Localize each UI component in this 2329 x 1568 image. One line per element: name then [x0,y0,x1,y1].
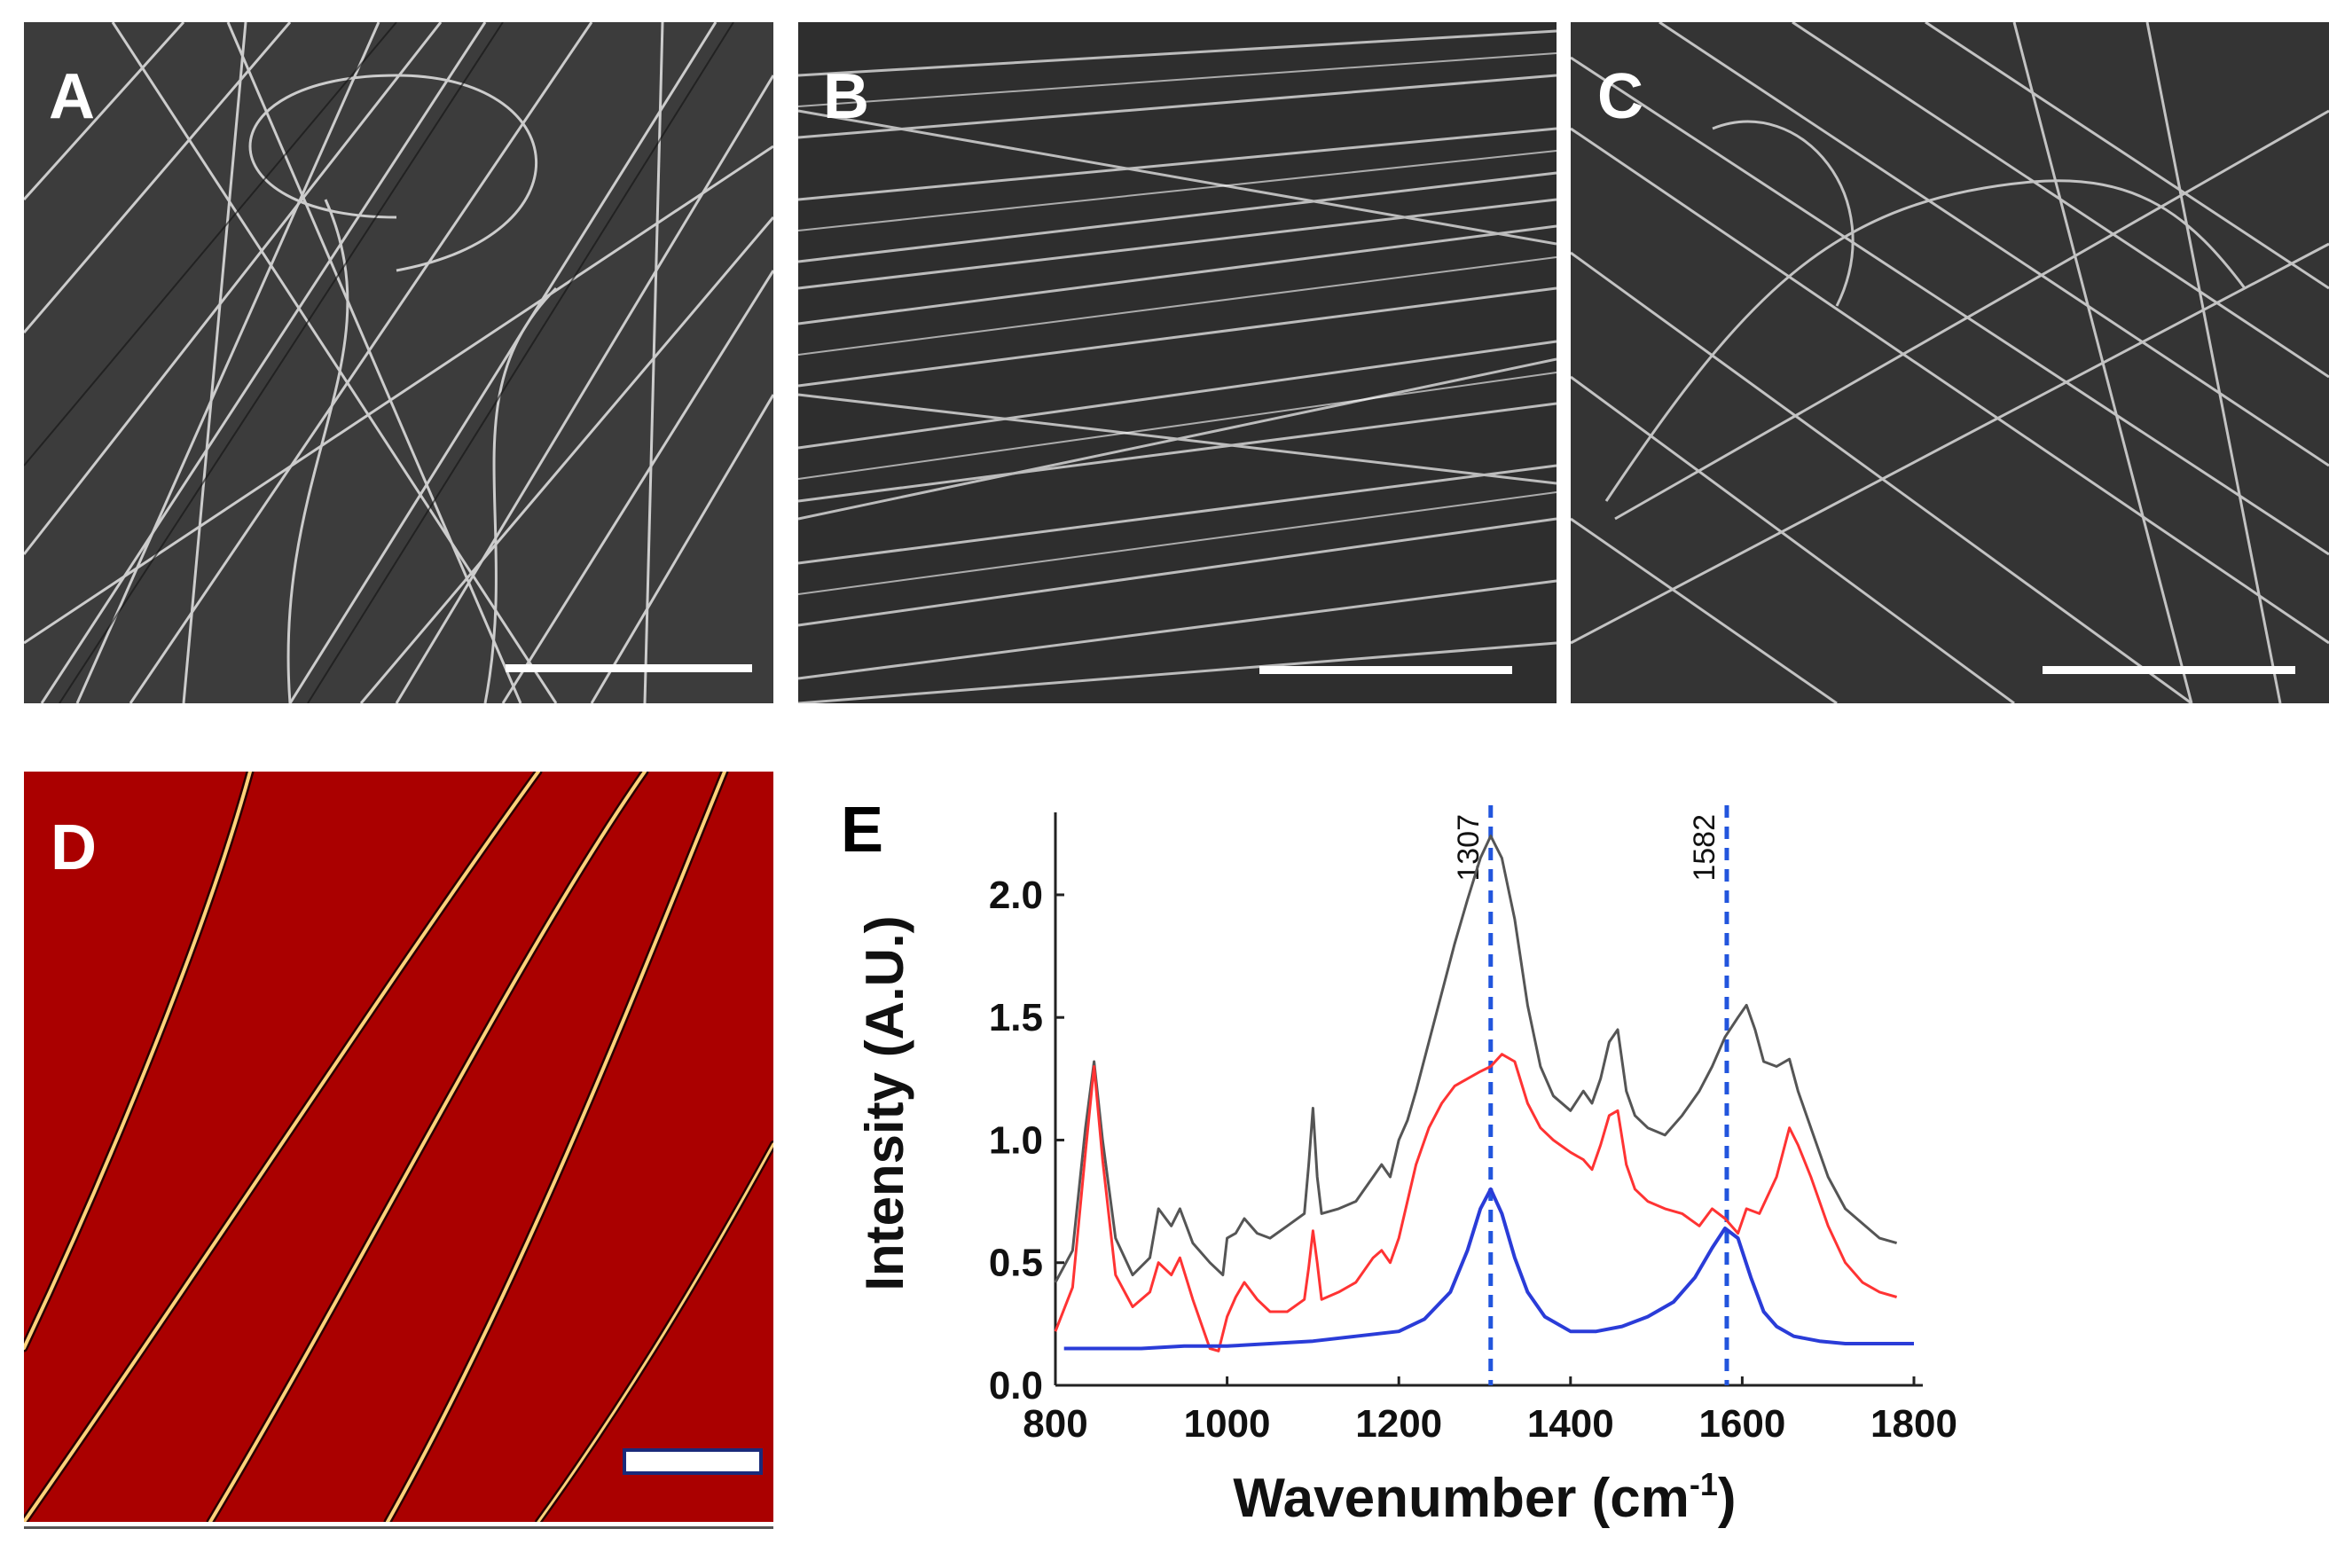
panel-label-c: C [1597,61,1643,132]
peak-markers: 1307 1582 [1452,805,1729,1385]
panel-label-d: D [51,812,97,883]
raman-spectrum-chart: 800 1000 1200 1400 1600 1800 0.0 0.5 1.0 1.5 2.0 1… [855,805,1957,1529]
y-tick-label: 2.0 [989,874,1043,917]
chart-labels: Wavenumber (cm-1) Intensity (A.U.) [855,915,1737,1529]
scale-bar-c [2043,666,2295,674]
fiber-image-a [24,22,773,703]
y-tick-label: 0.5 [989,1242,1043,1285]
chart-axes: 800 1000 1200 1400 1600 1800 0.0 0.5 1.0 1.5 2.0 [989,812,1957,1446]
scale-bar-a [506,664,752,672]
afm-image-d [24,772,773,1522]
spectrum-panel-e: E 800 1000 1200 1400 1600 1800 0.0 0.5 1.0 1.5 2.0… [798,745,2329,1568]
spectrum-series-3 [1063,1187,1914,1351]
x-tick-label: 1800 [1870,1402,1957,1446]
y-tick-label: 0.0 [989,1364,1043,1407]
micrograph-panel-a: A [24,22,773,703]
x-tick-label: 1000 [1184,1402,1271,1446]
x-tick-label: 800 [1023,1402,1087,1446]
y-tick-label: 1.0 [989,1118,1043,1162]
micrograph-panel-c: C [1571,22,2329,703]
x-axis-title: Wavenumber (cm-1) [1233,1466,1736,1529]
scale-bar-b [1259,666,1512,674]
panel-d-baseline [24,1526,773,1529]
x-tick-label: 1600 [1698,1402,1785,1446]
afm-panel-d: D [24,772,773,1522]
peak-marker-label: 1582 [1688,814,1721,882]
fiber-image-c [1571,22,2329,703]
peak-marker-label: 1307 [1452,814,1486,882]
micrograph-panel-b: B [798,22,1557,703]
spectrum-series-1 [1054,835,1898,1283]
fiber-image-b [798,29,1557,703]
y-tick-label: 1.5 [989,996,1043,1039]
y-axis-title: Intensity (A.U.) [855,915,914,1290]
x-tick-label: 1200 [1355,1402,1442,1446]
chart-series [1054,835,1914,1352]
panel-label-b: B [823,61,869,132]
spectrum-series-2 [1054,1053,1898,1352]
panel-label-e: E [841,795,884,866]
scale-bar-d [623,1448,763,1475]
panel-label-a: A [49,61,95,132]
x-tick-label: 1400 [1527,1402,1614,1446]
